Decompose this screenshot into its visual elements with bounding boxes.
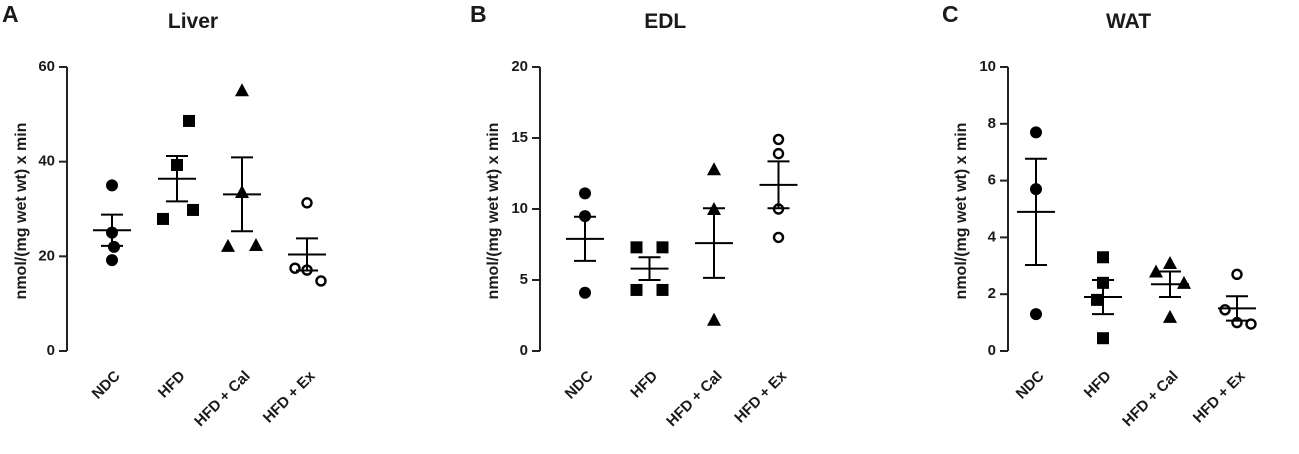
panel-title: WAT	[1106, 10, 1151, 33]
x-tick-label: HFD + Cal	[1119, 368, 1181, 430]
error-bar	[767, 160, 790, 210]
error-bar	[1025, 157, 1047, 266]
x-tick-label: HFD + Ex	[1190, 367, 1249, 426]
error-bar	[1092, 279, 1114, 316]
y-tick-label: 5	[520, 271, 528, 288]
panel: B EDL nmol/(mg wet wt) x min 0 5 10 15 20 NDC HFD…	[470, 1, 798, 430]
y-tick-label: 0	[988, 342, 996, 359]
data-point	[1163, 255, 1177, 269]
y-tick-label: 6	[988, 172, 996, 189]
y-tick-label: 10	[979, 58, 996, 75]
data-point	[301, 197, 313, 209]
x-tick-label: HFD + Ex	[260, 367, 319, 426]
data-point	[1231, 268, 1243, 281]
error-bar	[231, 156, 253, 233]
data-point	[579, 286, 591, 299]
panel-label: A	[2, 1, 19, 27]
data-point	[1030, 126, 1042, 139]
panel-label: B	[470, 1, 487, 27]
data-point	[235, 83, 249, 97]
data-point	[1091, 293, 1103, 306]
panel-title: Liver	[168, 10, 218, 33]
error-bar	[703, 207, 725, 279]
data-point	[183, 114, 195, 127]
panel-title: EDL	[644, 10, 686, 33]
data-point	[157, 212, 169, 225]
data-point	[249, 237, 263, 251]
error-bar	[1226, 295, 1248, 322]
data-point	[1097, 332, 1109, 345]
y-tick-label: 20	[38, 247, 55, 264]
data-point	[707, 162, 721, 176]
data-point	[630, 241, 643, 254]
error-bar	[638, 256, 661, 281]
y-axis-label: nmol/(mg wet wt) x min	[485, 123, 502, 300]
panel-label: C	[942, 1, 959, 27]
y-axis-label: nmol/(mg wet wt) x min	[13, 123, 30, 300]
data-point	[1219, 304, 1231, 316]
data-point	[106, 254, 118, 267]
data-point	[221, 238, 235, 252]
x-tick-label: NDC	[562, 367, 597, 402]
y-tick-label: 4	[988, 228, 997, 245]
y-tick-label: 0	[520, 342, 528, 359]
data-point	[106, 179, 118, 192]
x-tick-label: NDC	[89, 367, 124, 402]
data-point	[1097, 251, 1109, 264]
data-point	[772, 133, 785, 146]
y-tick-label: 2	[988, 285, 996, 302]
panel: A Liver nmol/(mg wet wt) x min 0 20 40 60 NDC HF…	[2, 1, 327, 430]
y-axis-label: nmol/(mg wet wt) x min	[953, 123, 970, 300]
x-tick-label: HFD + Cal	[663, 368, 725, 430]
data-point	[1163, 309, 1177, 323]
data-point	[1177, 275, 1191, 289]
x-tick-label: HFD + Cal	[191, 368, 253, 430]
data-point	[1149, 264, 1163, 278]
error-bar	[574, 215, 596, 262]
y-tick-label: 20	[511, 58, 528, 75]
data-point	[772, 147, 785, 160]
data-point	[630, 283, 643, 296]
y-tick-label: 10	[511, 200, 528, 217]
x-tick-label: HFD + Ex	[731, 367, 790, 426]
x-tick-label: HFD	[155, 367, 189, 401]
data-point	[656, 241, 669, 254]
error-bar	[1159, 270, 1181, 299]
x-tick-label: HFD	[627, 367, 661, 401]
y-tick-label: 0	[47, 342, 55, 359]
x-tick-label: HFD	[1081, 367, 1115, 401]
data-point	[772, 231, 785, 244]
error-bar	[166, 154, 188, 203]
data-point	[656, 283, 669, 296]
error-bar	[296, 237, 318, 272]
y-tick-label: 8	[988, 115, 996, 132]
data-point	[1030, 308, 1042, 321]
data-point	[579, 187, 591, 200]
data-point	[707, 312, 721, 326]
data-point	[315, 275, 327, 287]
y-tick-label: 60	[38, 58, 55, 75]
x-tick-label: NDC	[1013, 367, 1048, 402]
y-tick-label: 15	[511, 129, 528, 146]
data-point	[187, 203, 199, 216]
y-tick-label: 40	[38, 153, 55, 170]
error-bar	[101, 213, 123, 247]
data-point	[1245, 318, 1257, 330]
